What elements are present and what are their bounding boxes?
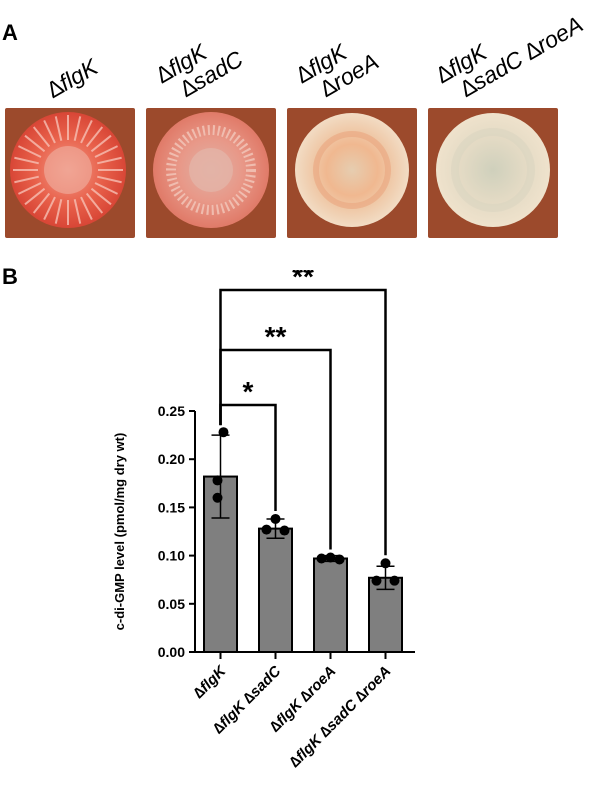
colony-image-1 — [10, 112, 126, 228]
colony-plate-3 — [287, 108, 417, 238]
significance-label: * — [243, 376, 254, 407]
colony-wrinkle — [43, 196, 56, 220]
colony-wrinkle — [24, 134, 46, 153]
strain-label-3: ∆flgK ∆roeA — [292, 28, 383, 108]
y-tick-label: 0.20 — [158, 451, 185, 467]
panel-b-letter: B — [2, 264, 18, 289]
colony-wrinkle — [85, 126, 104, 148]
strain-label-2: ∆flgK ∆sadC — [152, 26, 248, 108]
colony-wrinkle — [73, 116, 82, 141]
y-tick-label: 0.05 — [158, 596, 185, 612]
colony-wrinkle — [54, 116, 63, 141]
y-tick-label: 0.25 — [158, 403, 185, 419]
data-point — [261, 524, 272, 535]
colony-wrinkle — [94, 182, 118, 195]
colony-wrinkle — [97, 156, 122, 165]
colony-wrinkle — [94, 145, 118, 158]
data-point — [316, 553, 327, 564]
significance-label: ** — [265, 321, 287, 352]
colony-wrinkle — [18, 145, 42, 158]
data-point — [380, 558, 391, 569]
colony-wrinkle — [32, 192, 51, 214]
colony-wrinkle — [80, 120, 93, 144]
data-point — [371, 575, 382, 586]
y-axis-label: c-di-GMP level (pmol/mg dry wt) — [112, 433, 127, 631]
data-point — [212, 492, 223, 503]
colony-image-4 — [436, 113, 550, 227]
colony-wrinkle — [18, 182, 42, 195]
data-point — [218, 427, 229, 438]
colony-wrinkle — [73, 199, 82, 224]
panel-a-letter: A — [2, 20, 18, 45]
data-point — [279, 525, 290, 536]
strain-label-1-line1: ∆flgK — [42, 53, 103, 103]
data-point — [325, 552, 336, 563]
y-tick-label: 0.00 — [158, 644, 185, 660]
colony-wrinkle — [14, 175, 39, 184]
data-point — [334, 554, 345, 565]
data-point — [389, 575, 400, 586]
colony-wrinkle — [90, 187, 112, 206]
data-point — [212, 475, 223, 486]
x-category-label: ∆flgK ∆sadC ∆roeA — [286, 663, 394, 771]
colony-wrinkle — [43, 120, 56, 144]
y-tick-label: 0.15 — [158, 499, 185, 515]
x-category-label: ∆flgK — [190, 662, 230, 702]
bar — [313, 557, 348, 654]
colony-plate-1 — [5, 108, 135, 238]
significance-bracket — [219, 288, 387, 556]
colony-image-2 — [153, 112, 269, 228]
colony-image-3 — [295, 113, 409, 227]
colony-wrinkle — [32, 126, 51, 148]
colony-wrinkle — [90, 134, 112, 153]
colony-wrinkle — [24, 187, 46, 206]
colony-wrinkle — [80, 196, 93, 220]
bar — [258, 527, 293, 653]
colony-plate-4 — [428, 108, 558, 238]
colony-wrinkle — [54, 199, 63, 224]
strain-label-4: ∆flgK ∆sadC ∆roeA — [432, 0, 588, 108]
data-point — [270, 513, 281, 524]
strain-label-1: ∆flgK — [42, 53, 103, 103]
significance-label: ** — [292, 270, 314, 292]
colony-wrinkle — [85, 192, 104, 214]
colony-wrinkle — [97, 175, 122, 184]
colony-wrinkle — [14, 156, 39, 165]
y-tick-label: 0.10 — [158, 548, 185, 564]
colony-plate-2 — [146, 108, 276, 238]
bar-chart: 0.00 0.05 0.10 0.15 0.20 0.25 c-di-GMP level (… — [112, 270, 415, 771]
